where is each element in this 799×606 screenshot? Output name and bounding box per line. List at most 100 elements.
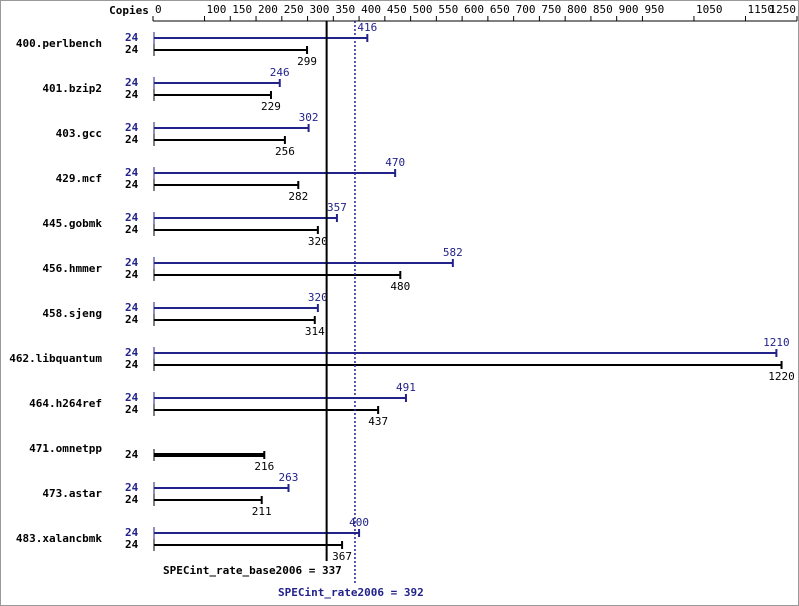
- category-label: 445.gobmk: [42, 217, 102, 230]
- value-label: 229: [261, 100, 281, 113]
- bar: [154, 172, 396, 174]
- x-tick-label: 850: [593, 3, 613, 16]
- bar: [154, 364, 782, 366]
- copies-label: 24: [125, 178, 139, 191]
- copies-label: 24: [125, 166, 139, 179]
- x-tick-label: 300: [310, 3, 330, 16]
- bar: [154, 49, 308, 51]
- value-label: 216: [254, 460, 274, 473]
- copies-label: 24: [125, 223, 139, 236]
- bar: [154, 184, 299, 186]
- category-label: 429.mcf: [56, 172, 102, 185]
- bar: [154, 82, 280, 84]
- x-tick-label: 400: [361, 3, 381, 16]
- value-label: 480: [390, 280, 410, 293]
- value-label: 416: [357, 21, 377, 34]
- value-label: 1220: [768, 370, 795, 383]
- copies-label: 24: [125, 448, 139, 461]
- x-tick-label: 700: [516, 3, 536, 16]
- copies-label: 24: [125, 43, 139, 56]
- bar: [154, 487, 289, 489]
- x-tick-label: 1150: [747, 3, 774, 16]
- x-tick-label: 500: [413, 3, 433, 16]
- copies-label: 24: [125, 538, 139, 551]
- category-label: 403.gcc: [56, 127, 102, 140]
- value-label: 299: [297, 55, 317, 68]
- value-label: 582: [443, 246, 463, 259]
- category-label: 458.sjeng: [42, 307, 102, 320]
- value-label: 320: [308, 291, 328, 304]
- value-label: 282: [288, 190, 308, 203]
- x-tick-label: 750: [541, 3, 561, 16]
- value-label: 302: [299, 111, 319, 124]
- value-label: 314: [305, 325, 325, 338]
- bar: [154, 532, 360, 534]
- x-tick-label: 950: [644, 3, 664, 16]
- bar: [154, 352, 777, 354]
- category-label: 400.perlbench: [16, 37, 102, 50]
- copies-label: 24: [125, 88, 139, 101]
- category-label: 471.omnetpp: [29, 442, 102, 455]
- value-label: 491: [396, 381, 416, 394]
- copies-header: Copies: [109, 4, 149, 17]
- bar: [154, 139, 285, 141]
- bar: [154, 397, 406, 399]
- x-tick-label: 200: [258, 3, 278, 16]
- x-tick-label: 650: [490, 3, 510, 16]
- copies-label: 24: [125, 31, 139, 44]
- copies-label: 24: [125, 346, 139, 359]
- reference-label: SPECint_rate2006 = 392: [278, 586, 424, 599]
- x-tick-label: 100: [207, 3, 227, 16]
- bar: [154, 37, 368, 39]
- value-label: 256: [275, 145, 295, 158]
- x-tick-label: 1050: [696, 3, 723, 16]
- value-label: 437: [368, 415, 388, 428]
- copies-label: 24: [125, 211, 139, 224]
- value-label: 470: [385, 156, 405, 169]
- bar: [154, 127, 309, 129]
- copies-label: 24: [125, 121, 139, 134]
- copies-label: 24: [125, 391, 139, 404]
- copies-label: 24: [125, 256, 139, 269]
- x-tick-label: 350: [335, 3, 355, 16]
- bar: [154, 217, 337, 219]
- bar: [154, 262, 453, 264]
- copies-label: 24: [125, 358, 139, 371]
- bar: [154, 409, 379, 411]
- bar: [154, 544, 343, 546]
- category-label: 462.libquantum: [9, 352, 102, 365]
- category-label: 464.h264ref: [29, 397, 102, 410]
- value-label: 357: [327, 201, 347, 214]
- reference-label: SPECint_rate_base2006 = 337: [163, 564, 342, 577]
- x-tick-label: 150: [232, 3, 252, 16]
- value-label: 1210: [763, 336, 790, 349]
- value-label: 211: [252, 505, 272, 518]
- x-tick-label: 800: [567, 3, 587, 16]
- x-tick-label: 550: [438, 3, 458, 16]
- x-tick-label: 0: [155, 3, 162, 16]
- copies-label: 24: [125, 493, 139, 506]
- bar: [154, 274, 401, 276]
- x-tick-label: 450: [387, 3, 407, 16]
- bar: [154, 229, 318, 231]
- bar: [154, 307, 318, 309]
- x-tick-label: 600: [464, 3, 484, 16]
- copies-label: 24: [125, 133, 139, 146]
- value-label: 400: [349, 516, 369, 529]
- bar: [154, 499, 262, 501]
- copies-label: 24: [125, 268, 139, 281]
- x-tick-label: 900: [619, 3, 639, 16]
- copies-label: 24: [125, 403, 139, 416]
- x-tick-label: 1250: [770, 3, 797, 16]
- bar: [154, 453, 265, 457]
- x-tick-label: 250: [284, 3, 304, 16]
- category-label: 483.xalancbmk: [16, 532, 102, 545]
- category-label: 456.hmmer: [42, 262, 102, 275]
- bar: [154, 94, 271, 96]
- value-label: 246: [270, 66, 290, 79]
- category-label: 473.astar: [42, 487, 102, 500]
- copies-label: 24: [125, 526, 139, 539]
- category-label: 401.bzip2: [42, 82, 102, 95]
